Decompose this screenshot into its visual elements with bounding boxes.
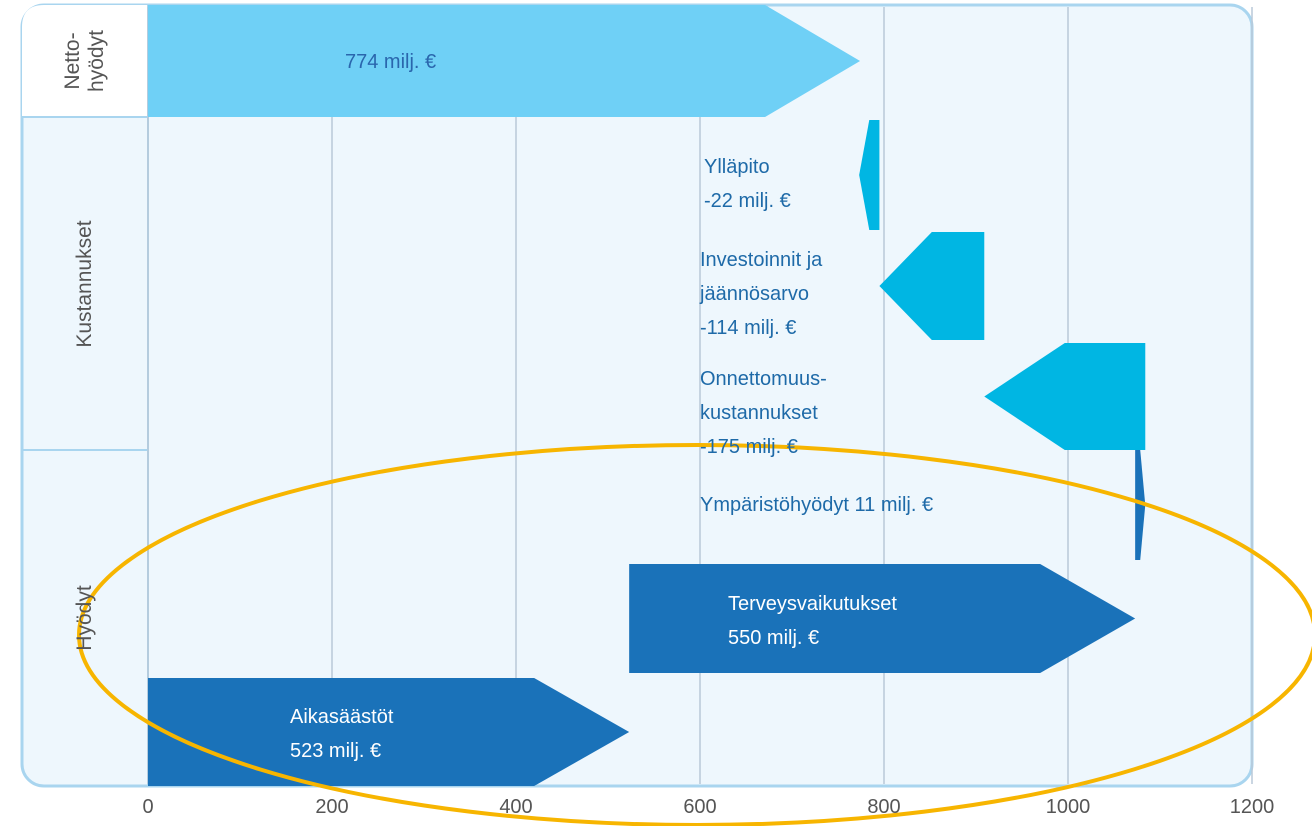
value-label: 550 milj. € — [728, 627, 820, 649]
group-label: Netto-hyödyt — [61, 30, 108, 92]
value-label: -22 milj. € — [704, 190, 791, 212]
highlight-ellipse — [77, 443, 1312, 826]
bar — [1135, 450, 1146, 560]
bar — [148, 678, 630, 786]
bar-label: Onnettomuus-kustannukset -175 milj. € — [700, 362, 890, 464]
bar-label: Terveysvaikutukset 550 milj. € — [728, 587, 1068, 655]
value-label: -114 milj. € — [700, 317, 797, 339]
category-label: Aikasäästöt — [290, 706, 394, 728]
x-tick-label: 1000 — [1045, 796, 1091, 818]
bar — [148, 5, 861, 117]
bar — [629, 564, 1136, 673]
category-label: Investoinnit ja jäännösarvo — [700, 249, 823, 305]
value-label: 523 milj. € — [290, 740, 382, 762]
x-tick-label: 200 — [315, 796, 349, 818]
total-label-cell — [22, 5, 148, 117]
category-label: Terveysvaikutukset — [728, 593, 897, 615]
x-tick-label: 1200 — [1229, 796, 1275, 818]
bar-label: Investoinnit ja jäännösarvo -114 milj. € — [700, 243, 885, 345]
category-label: Ylläpito — [704, 156, 770, 178]
bar — [984, 343, 1146, 450]
value-label: -175 milj. € — [700, 436, 798, 458]
x-tick-label: 0 — [142, 796, 154, 818]
bar-label: Aikasäästöt 523 milj. € — [290, 700, 630, 768]
bar-label: Ympäristöhyödyt 11 milj. € — [700, 488, 1040, 522]
x-tick-label: 400 — [499, 796, 533, 818]
bar — [859, 120, 880, 230]
bars — [148, 5, 1146, 786]
x-tick-label: 800 — [867, 796, 901, 818]
category-label: Onnettomuus-kustannukset — [700, 368, 827, 424]
group-label: Kustannukset — [73, 219, 96, 348]
category-label: Ympäristöhyödyt — [700, 494, 849, 516]
bar-label: Ylläpito -22 milj. € — [704, 150, 1044, 218]
total-label: 774 milj. € — [345, 51, 437, 73]
value-label: 11 milj. € — [854, 494, 934, 516]
x-tick-label: 600 — [683, 796, 717, 818]
group-label: Hyödyt — [73, 585, 96, 651]
bar — [879, 232, 985, 340]
